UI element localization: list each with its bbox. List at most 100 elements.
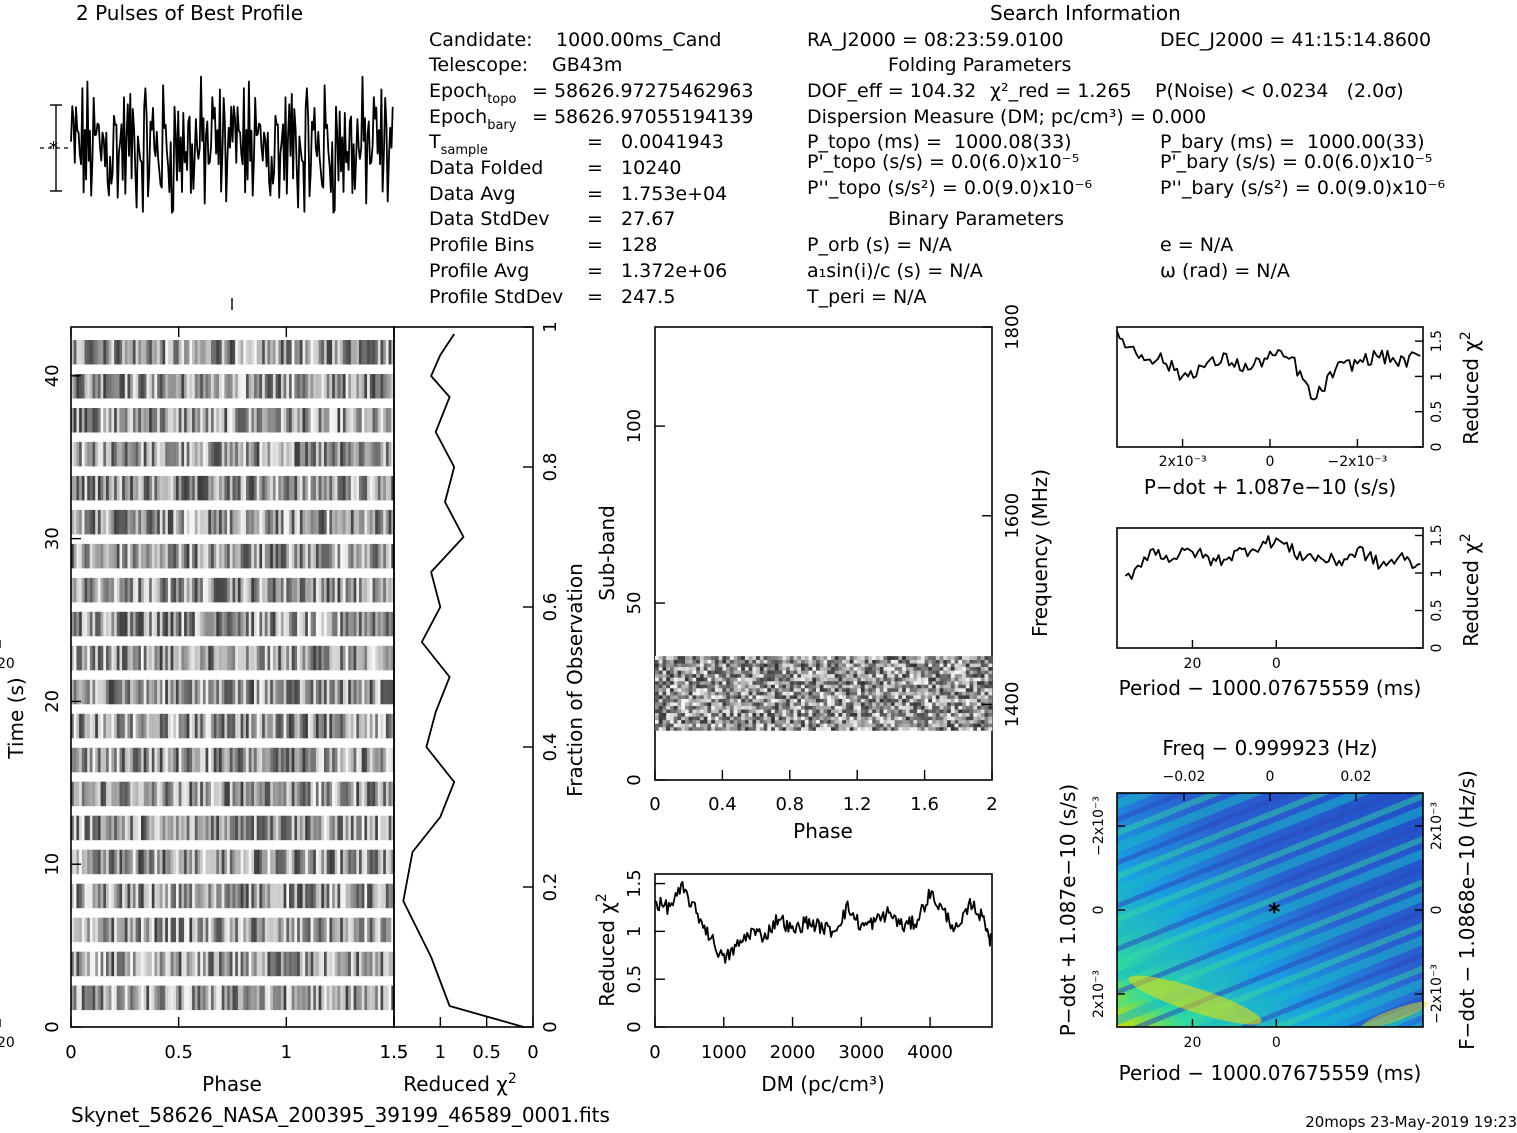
info-data-folded-name: Data Folded bbox=[429, 157, 543, 179]
subband-row bbox=[655, 673, 993, 678]
tick-label: 0.4 bbox=[540, 733, 561, 762]
info-tperi: T_peri = N/A bbox=[806, 286, 927, 308]
tick-label: 0 bbox=[1091, 906, 1107, 915]
tick-label: 10 bbox=[42, 853, 63, 876]
tick-label: 0.4 bbox=[708, 794, 737, 815]
tick-label: 1.2 bbox=[843, 794, 872, 815]
redchi-x-axis-label: Reduced χ2 bbox=[403, 1071, 517, 1096]
tick-label: 0.02 bbox=[1340, 769, 1371, 785]
tick-label: 1600 bbox=[1002, 493, 1023, 539]
pulse-profile: * bbox=[40, 75, 394, 310]
info-dec: DEC_J2000 = 41:15:14.8600 bbox=[1160, 29, 1431, 51]
tick-label: 2000 bbox=[770, 1042, 816, 1063]
tick-label: 0.5 bbox=[1429, 401, 1445, 423]
time-phase-row bbox=[71, 645, 395, 671]
dm-trace bbox=[654, 880, 993, 964]
subband-row bbox=[655, 702, 993, 706]
tick-label: 40 bbox=[42, 364, 63, 387]
tick-label: 20 bbox=[1184, 1035, 1202, 1051]
tick-label: 1 bbox=[1429, 569, 1445, 578]
tick-label: 1000 bbox=[701, 1042, 747, 1063]
period-trace bbox=[1124, 535, 1421, 580]
tick-label: 0.5 bbox=[624, 965, 645, 994]
time-phase-row bbox=[71, 747, 395, 773]
info-porb: P_orb (s) = N/A bbox=[807, 234, 952, 256]
info-left: Candidate: 1000.00ms_Cand Telescope: GB4… bbox=[428, 29, 753, 308]
profile-title: 2 Pulses of Best Profile bbox=[76, 1, 303, 25]
tick-label: 0 bbox=[1429, 443, 1445, 452]
info-data-stddev-value: = 27.67 bbox=[587, 208, 675, 230]
tick-label: −2x10⁻³ bbox=[1091, 796, 1107, 856]
frequency-axis-label: Frequency (MHz) bbox=[1028, 469, 1052, 637]
time-phase-row bbox=[71, 374, 395, 399]
tick-label: 0.8 bbox=[540, 453, 561, 482]
time-phase-row bbox=[71, 917, 395, 943]
subband-row bbox=[655, 695, 993, 699]
tick-label: 20 bbox=[42, 690, 63, 713]
time-phase-row bbox=[71, 441, 395, 467]
tick-label: −2x10⁻³ bbox=[1328, 454, 1388, 470]
subband-row bbox=[655, 680, 993, 685]
redchi-fraction-panel: 1.5 1 0.5 00 0.2 0.4 0.6 0.8 1 Reduced χ2 Fracti… bbox=[380, 321, 587, 1096]
info-data-avg-value: = 1.753e+04 bbox=[587, 183, 727, 205]
info-candidate-name: Candidate: bbox=[429, 29, 533, 51]
subband-row bbox=[655, 723, 993, 728]
tick-label: 0 bbox=[65, 1042, 76, 1063]
subband-phase-panel: 0 50 100 1400 1600 1800 0 0.4 0.8 1.2 1.6 2 Sub-ban… bbox=[595, 304, 1052, 843]
subband-row bbox=[655, 688, 993, 692]
subband-row bbox=[655, 656, 993, 660]
tick-label: 100 bbox=[624, 409, 645, 443]
time-phase-row bbox=[71, 679, 395, 705]
info-pnoise: P(Noise) < 0.0234 (2.0σ) bbox=[1155, 80, 1404, 102]
info-data-folded-value: = 10240 bbox=[587, 157, 681, 179]
time-phase-row bbox=[71, 475, 395, 501]
dm-panel: 0 1000 2000 3000 4000 0 0.5 1 1.5 Reduced χ2 DM … bbox=[594, 869, 993, 1096]
redchi-fraction-trace bbox=[402, 333, 524, 1028]
info-telescope-value: GB43m bbox=[552, 54, 622, 76]
info-profile-stddev-name: Profile StdDev bbox=[429, 286, 563, 308]
info-omega: ω (rad) = N/A bbox=[1160, 260, 1290, 282]
tick-label: 2x10⁻³ bbox=[1159, 454, 1207, 470]
info-data-stddev-name: Data StdDev bbox=[429, 208, 550, 230]
tick-label: 0.6 bbox=[540, 593, 561, 622]
time-phase-row bbox=[71, 815, 395, 841]
time-phase-row bbox=[71, 577, 395, 603]
search-info-title: Search Information bbox=[990, 1, 1181, 25]
tick-label: 1 bbox=[435, 1042, 446, 1063]
info-epoch-bary-name: Epochbary bbox=[429, 106, 517, 133]
subband-heatmap bbox=[655, 656, 993, 731]
time-phase-row bbox=[71, 781, 395, 807]
subband-row bbox=[655, 712, 993, 717]
info-data-avg-name: Data Avg bbox=[429, 183, 516, 205]
tick-label: 50 bbox=[624, 592, 645, 615]
tick-label: 0 bbox=[42, 1021, 63, 1032]
info-binary-header: Binary Parameters bbox=[888, 208, 1064, 230]
tick-label: 0.5 bbox=[472, 1042, 501, 1063]
tick-label: 1 bbox=[540, 321, 561, 332]
info-profile-bins-name: Profile Bins bbox=[429, 234, 534, 256]
subband-row bbox=[655, 691, 993, 696]
info-profile-stddev-value: = 247.5 bbox=[587, 286, 675, 308]
time-phase-heatmap bbox=[71, 340, 395, 1011]
info-right: RA_J2000 = 08:23:59.0100 DEC_J2000 = 41:… bbox=[806, 29, 1445, 308]
p-pdot-panel: * 200−20−0.0200.02−2x10⁻³2x10⁻³002x10⁻³−… bbox=[0, 736, 1479, 1085]
tick-label: 0 bbox=[527, 1042, 538, 1063]
tick-label: 0.5 bbox=[1429, 599, 1445, 621]
tick-label: 0 bbox=[1429, 906, 1445, 915]
info-a1sini: a₁sin(i)/c (s) = N/A bbox=[807, 260, 983, 282]
tick-label: −0.02 bbox=[1163, 769, 1206, 785]
info-ra: RA_J2000 = 08:23:59.0100 bbox=[807, 29, 1064, 51]
info-tsample-value: = 0.0041943 bbox=[587, 131, 724, 153]
tick-label: 0 bbox=[649, 794, 660, 815]
subband-axis-label: Sub-band bbox=[595, 505, 619, 601]
tick-label: −20 bbox=[0, 656, 15, 672]
pdot-axis-label: P−dot + 1.087e−10 (s/s) bbox=[1144, 475, 1396, 499]
tick-label: 1.5 bbox=[380, 1042, 409, 1063]
time-phase-row bbox=[71, 611, 395, 637]
time-phase-row bbox=[71, 340, 395, 365]
tick-label: 1800 bbox=[1002, 304, 1023, 350]
info-epoch-topo-value: = 58626.97275462963 bbox=[532, 80, 753, 102]
tick-label: 0 bbox=[1429, 644, 1445, 653]
p-pdot-best-marker: * bbox=[1268, 898, 1281, 926]
